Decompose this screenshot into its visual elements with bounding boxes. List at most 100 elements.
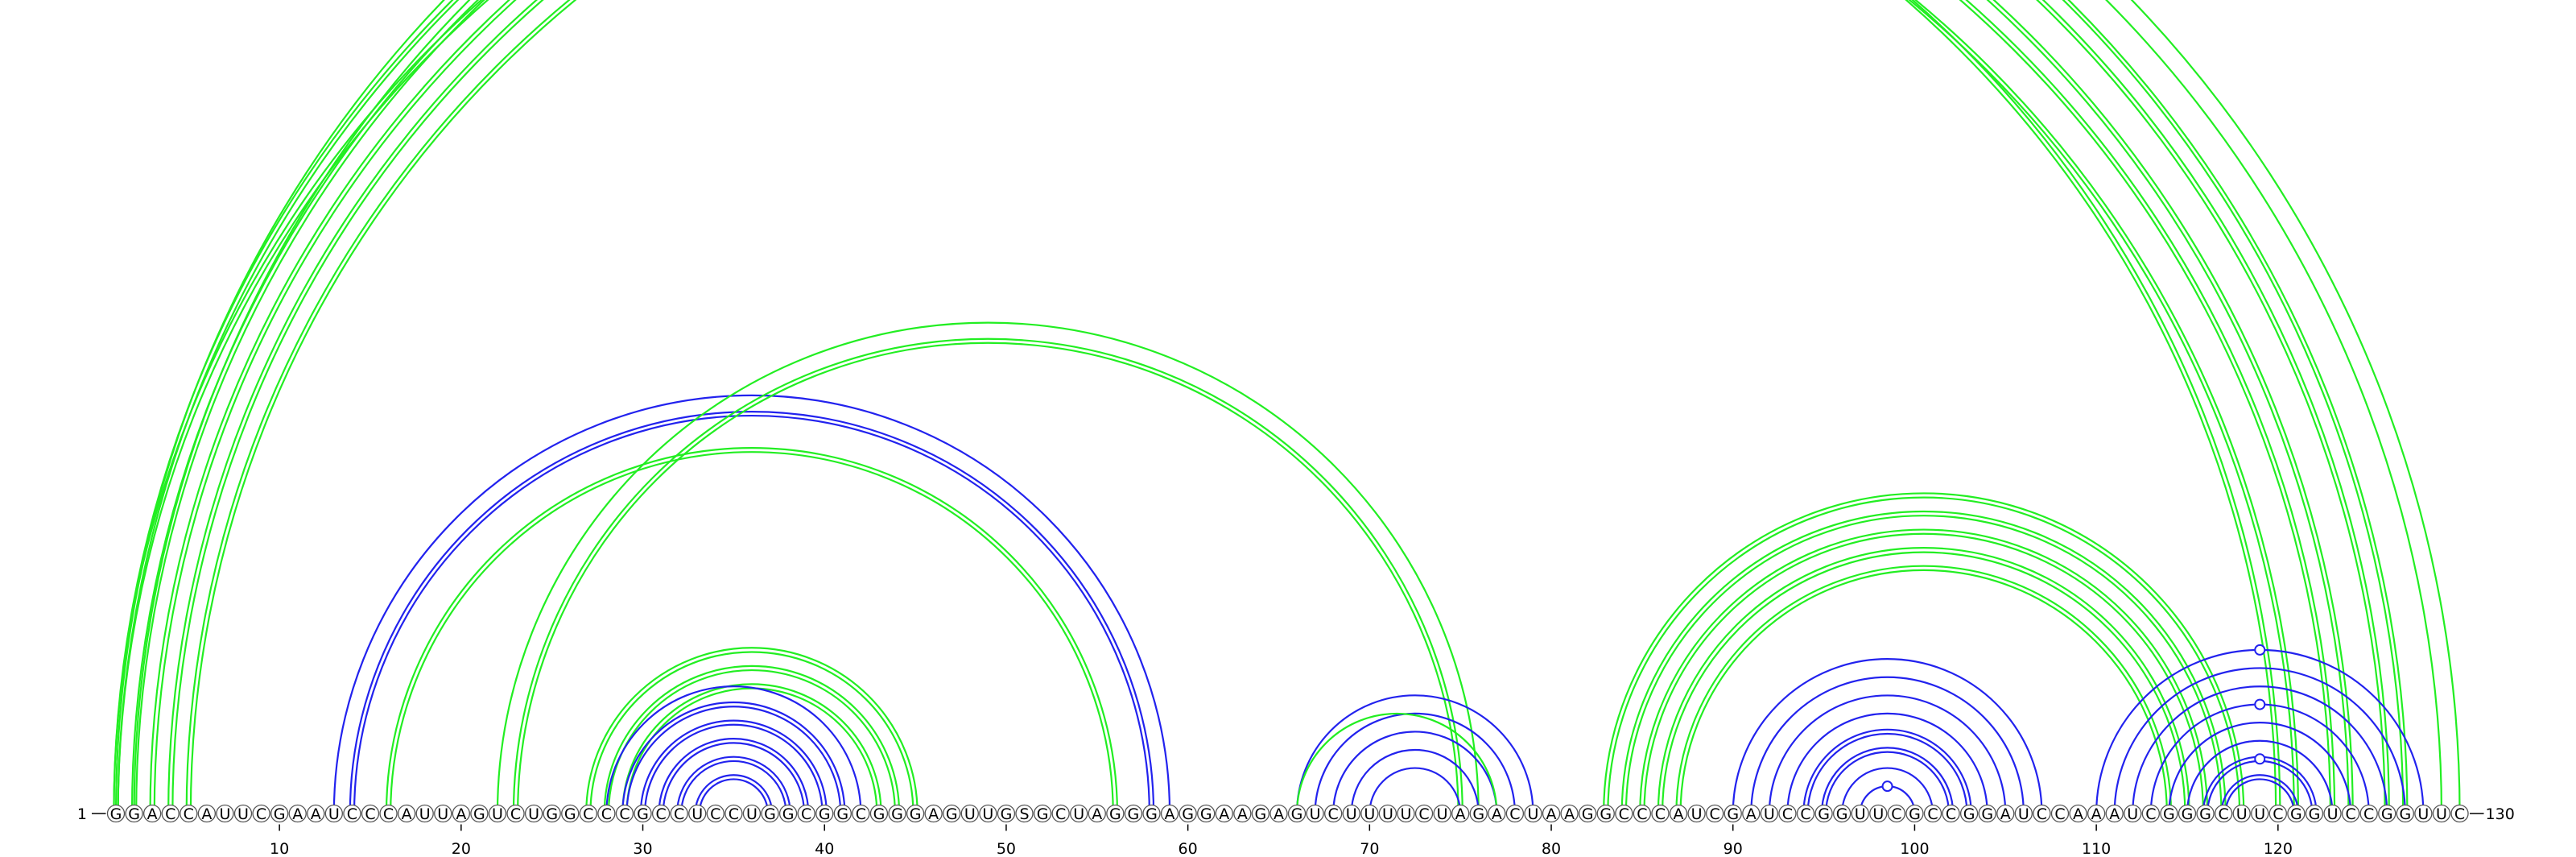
nucleotide: U <box>2414 804 2433 823</box>
nucleotide: A <box>2105 804 2124 823</box>
arc-green-83-118-strand1 <box>1607 496 2241 814</box>
nucleotide-letter: C <box>2363 805 2374 823</box>
nucleotide: G <box>1251 804 1270 823</box>
nucleotide-circle <box>1596 804 1615 823</box>
nucleotide-circle <box>724 804 743 823</box>
nucleotide-circle <box>2087 804 2106 823</box>
nucleotide-letter: C <box>1637 805 1647 823</box>
nucleotide-letter: C <box>1655 805 1666 823</box>
nucleotide-letter: C <box>365 805 375 823</box>
nucleotide-letter: G <box>1472 805 1484 823</box>
nucleotide: C <box>2141 804 2160 823</box>
tick-label: 80 <box>1542 840 1561 857</box>
nucleotide: A <box>1215 804 1233 823</box>
arc-blue-112-126 <box>2132 685 2388 814</box>
nucleotide: G <box>2378 804 2396 823</box>
nucleotide: G <box>1959 804 1979 823</box>
nucleotide-circle <box>1287 804 1307 823</box>
nucleotide-letter: G <box>819 805 831 823</box>
sequence-start-label: 1 <box>77 805 87 823</box>
nucleotide: A <box>452 804 470 823</box>
nucleotide: U <box>979 804 997 823</box>
arc-blue-66-79 <box>1295 694 1534 814</box>
arc-green-23-75-strand1 <box>517 342 1459 814</box>
arc-blue-13-59 <box>332 394 1171 814</box>
nucleotide-circle <box>2033 804 2051 823</box>
nucleotide: C <box>2268 804 2287 823</box>
arc-blue-30-40-strand1 <box>644 723 824 814</box>
nucleotide: G <box>1905 804 1924 823</box>
nucleotide-circle <box>742 804 762 823</box>
nucleotide: G <box>543 804 561 823</box>
nucleotide-letter: U <box>2254 805 2265 823</box>
nucleotide-circle <box>852 804 870 823</box>
nucleotide: C <box>1051 804 1070 823</box>
nucleotide-circle <box>2305 804 2324 823</box>
nucleotide: G <box>106 804 126 823</box>
nucleotide-circle <box>670 804 688 823</box>
nucleotide: C <box>1796 804 1815 823</box>
nucleotide: A <box>1996 804 2015 823</box>
nucleotide-letter: U <box>1310 805 1321 823</box>
nucleotide-letter: U <box>219 805 230 823</box>
nucleotide-circle <box>2251 804 2269 823</box>
nucleotide-letter: U <box>691 805 703 823</box>
nucleotide-circle <box>452 804 470 823</box>
nucleotide: G <box>1832 804 1852 823</box>
nucleotide-letter: G <box>1963 805 1975 823</box>
nucleotide-circle <box>1996 804 2015 823</box>
nucleotide: C <box>1923 804 1942 823</box>
nucleotide-circle <box>434 804 452 823</box>
arc-blue-114-124 <box>2168 722 2352 814</box>
nucleotide: G <box>1106 804 1125 823</box>
nucleotide: U <box>2014 804 2033 823</box>
arc-green-23-75-strand2 <box>512 337 1463 814</box>
nucleotide: G <box>943 804 961 823</box>
nucleotide: G <box>2305 804 2324 823</box>
backbone-layer: 1 130 <box>77 805 2515 823</box>
nucleotide: U <box>1851 804 1869 823</box>
arc-marker-110-128 <box>2254 644 2266 656</box>
nucleotide-letter: U <box>964 805 976 823</box>
nucleotide-letter: U <box>437 805 448 823</box>
nucleotide-letter: C <box>655 805 666 823</box>
nucleotide: G <box>888 804 906 823</box>
nucleotide-letter: G <box>764 805 776 823</box>
nucleotide: C <box>343 804 361 823</box>
nucleotide: C <box>252 804 270 823</box>
nucleotide: S <box>1015 804 1034 823</box>
nucleotide-circle <box>1579 804 1597 823</box>
nucleotide: G <box>634 804 652 823</box>
nucleotide: U <box>1760 804 1779 823</box>
nucleotide: G <box>1579 804 1597 823</box>
nucleotide-circle <box>1324 804 1343 823</box>
nucleotide-circle <box>1215 804 1233 823</box>
nucleotide-letter: C <box>1800 805 1810 823</box>
nucleotide: A <box>924 804 943 823</box>
nucleotide: G <box>1814 804 1833 823</box>
nucleotide-circle <box>706 804 724 823</box>
nucleotide-circle <box>415 804 434 823</box>
nucleotide: U <box>1306 804 1324 823</box>
arc-blue-67-78 <box>1314 712 1516 814</box>
arc-green-4-123-strand1 <box>171 0 2332 814</box>
nucleotide-circle <box>1959 804 1979 823</box>
arc-green-83-118-strand2 <box>1603 492 2245 814</box>
nucleotide-circle <box>1524 804 1542 823</box>
nucleotide: G <box>815 804 834 823</box>
nucleotide-circle <box>597 804 616 823</box>
nucleotide: A <box>288 804 307 823</box>
nucleotide-circle <box>1179 804 1197 823</box>
nucleotide: C <box>506 804 525 823</box>
nucleotide-circle <box>2341 804 2360 823</box>
nucleotide-letter: U <box>1872 805 1884 823</box>
arc-blue-31-39-strand2 <box>658 738 810 814</box>
nucleotide-circle <box>997 804 1016 823</box>
nucleotide-circle <box>1669 804 1688 823</box>
nucleotide: C <box>379 804 398 823</box>
nucleotide-circle <box>543 804 561 823</box>
arc-blue-115-123 <box>2186 739 2334 814</box>
nucleotide-circle <box>2124 804 2142 823</box>
nucleotide-circle <box>1251 804 1270 823</box>
